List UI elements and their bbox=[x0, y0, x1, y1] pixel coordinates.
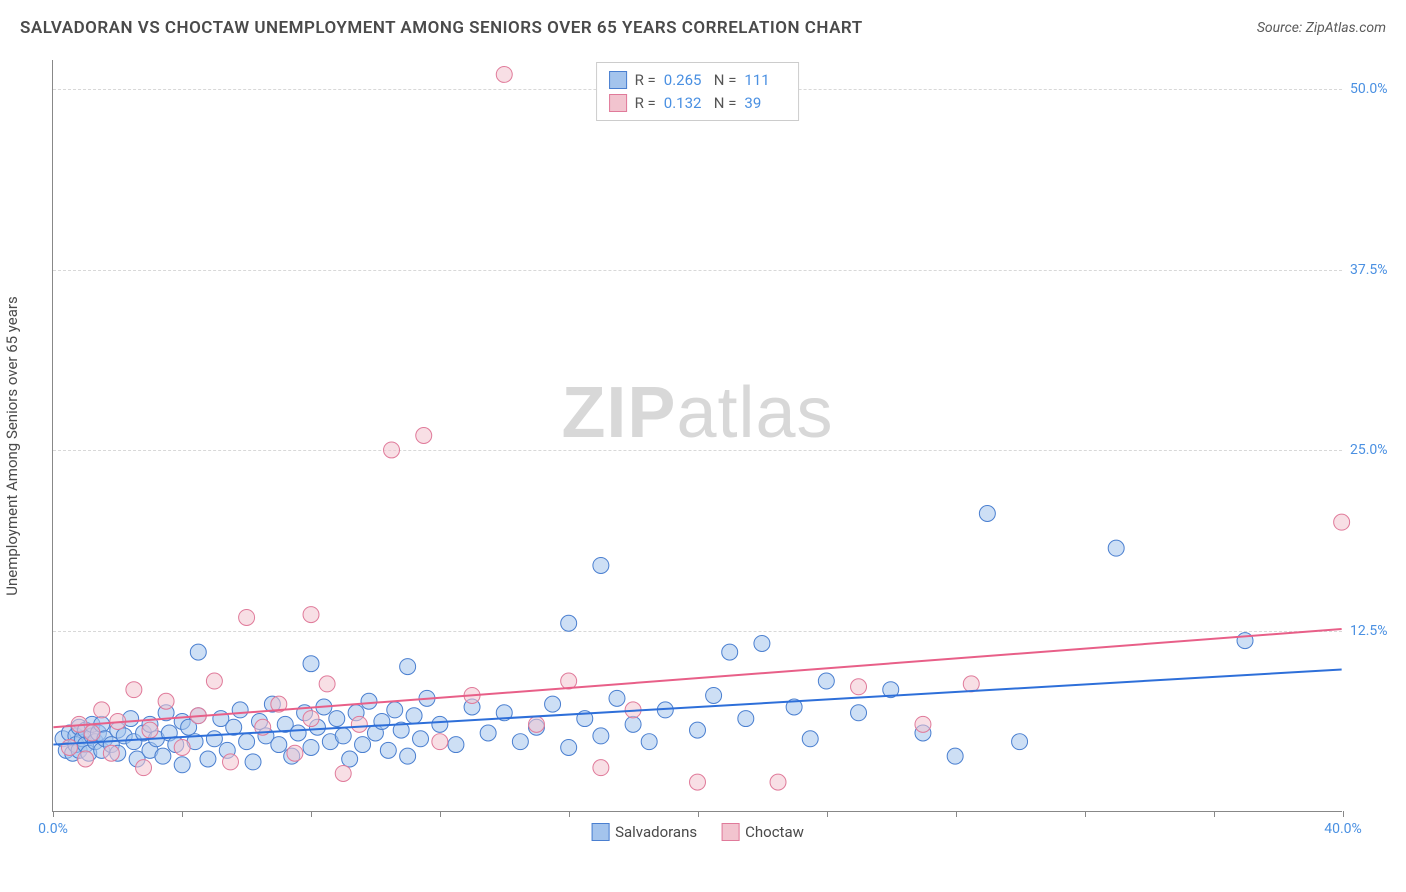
stats-legend: R = 0.265 N = 111 R = 0.132 N = 39 bbox=[596, 62, 800, 121]
r-value-choctaw: 0.132 bbox=[664, 92, 706, 115]
x-tick bbox=[311, 811, 312, 817]
r-label: R = bbox=[635, 69, 656, 92]
n-value-salvadorans: 111 bbox=[744, 69, 786, 92]
x-tick bbox=[182, 811, 183, 817]
y-axis-label: Unemployment Among Seniors over 65 years bbox=[3, 296, 21, 595]
legend-item-salvadorans: Salvadorans bbox=[591, 823, 697, 841]
n-value-choctaw: 39 bbox=[744, 92, 786, 115]
n-label: N = bbox=[714, 69, 737, 92]
x-tick-label: 0.0% bbox=[38, 821, 68, 837]
legend-label-salvadorans: Salvadorans bbox=[615, 823, 697, 841]
x-tick bbox=[698, 811, 699, 817]
r-label: R = bbox=[635, 92, 656, 115]
x-tick bbox=[440, 811, 441, 817]
n-label: N = bbox=[714, 92, 737, 115]
y-tick-label: 12.5% bbox=[1350, 623, 1400, 639]
legend-item-choctaw: Choctaw bbox=[721, 823, 804, 841]
stats-row-salvadorans: R = 0.265 N = 111 bbox=[609, 69, 787, 92]
trend-lines bbox=[53, 60, 1342, 811]
swatch-salvadorans bbox=[609, 71, 627, 89]
series-legend: Salvadorans Choctaw bbox=[591, 823, 804, 841]
source-attribution: Source: ZipAtlas.com bbox=[1257, 20, 1386, 36]
x-tick bbox=[53, 811, 54, 817]
plot-area: ZIPatlas 12.5%25.0%37.5%50.0% R = 0.265 … bbox=[52, 60, 1342, 812]
swatch-choctaw bbox=[721, 823, 739, 841]
chart-title: SALVADORAN VS CHOCTAW UNEMPLOYMENT AMONG… bbox=[20, 18, 863, 38]
x-tick bbox=[1085, 811, 1086, 817]
y-tick-label: 25.0% bbox=[1350, 442, 1400, 458]
x-tick bbox=[1343, 811, 1344, 817]
swatch-salvadorans bbox=[591, 823, 609, 841]
x-tick bbox=[956, 811, 957, 817]
x-tick bbox=[569, 811, 570, 817]
x-tick bbox=[827, 811, 828, 817]
y-tick-label: 37.5% bbox=[1350, 262, 1400, 278]
legend-label-choctaw: Choctaw bbox=[745, 823, 804, 841]
stats-row-choctaw: R = 0.132 N = 39 bbox=[609, 92, 787, 115]
y-tick-label: 50.0% bbox=[1350, 81, 1400, 97]
r-value-salvadorans: 0.265 bbox=[664, 69, 706, 92]
swatch-choctaw bbox=[609, 94, 627, 112]
x-tick-label: 40.0% bbox=[1324, 821, 1362, 837]
x-tick bbox=[1214, 811, 1215, 817]
